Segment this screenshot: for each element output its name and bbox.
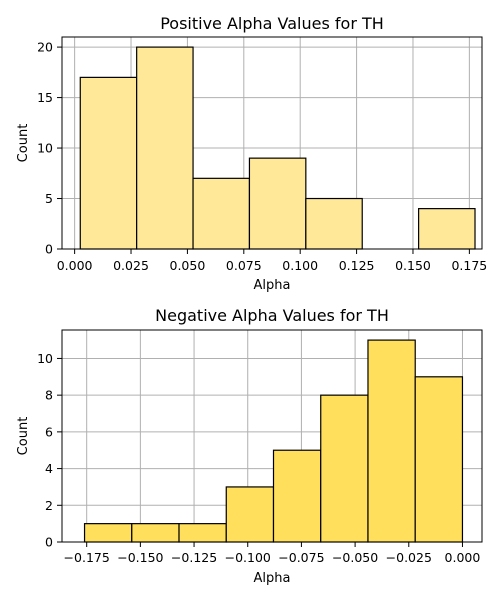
- x-tick-label: 0.175: [451, 258, 487, 273]
- x-tick-label: 0.000: [445, 550, 481, 565]
- y-tick-label: 2: [45, 498, 53, 513]
- histogram-bar: [131, 523, 180, 543]
- y-tick-label: 8: [45, 388, 53, 403]
- histogram-bar: [79, 76, 138, 250]
- histogram-bar: [320, 394, 369, 543]
- chart-title: Positive Alpha Values for TH: [160, 14, 384, 33]
- histogram-bar: [178, 523, 227, 543]
- x-tick-label: −0.075: [278, 550, 324, 565]
- histogram-bar: [83, 523, 133, 543]
- x-tick-label: −0.150: [117, 550, 163, 565]
- x-axis-label: Alpha: [254, 571, 291, 586]
- y-tick-label: 10: [37, 141, 53, 156]
- negative-alpha-chart: −0.175 −0.150 −0.125 −0.100 −0.075 −0.050 −0.0…: [16, 306, 483, 586]
- x-tick-label: −0.175: [64, 550, 110, 565]
- histogram-bar: [225, 486, 275, 543]
- histogram-bar: [272, 449, 322, 543]
- y-tick-label: 15: [37, 90, 53, 105]
- x-tick-label: −0.125: [171, 550, 217, 565]
- x-tick-label: −0.025: [386, 550, 432, 565]
- y-tick-label: 5: [45, 191, 53, 206]
- positive-alpha-chart: 0.000 0.025 0.050 0.075 0.100 0.125 0.150 0.175…: [16, 14, 487, 293]
- histogram-bar: [367, 339, 416, 543]
- histogram-bar: [136, 46, 194, 250]
- x-tick-label: 0.125: [339, 258, 375, 273]
- histogram-bar: [192, 177, 251, 250]
- x-tick-label: 0.000: [57, 258, 93, 273]
- y-tick-label: 6: [45, 424, 53, 439]
- y-tick-label: 10: [37, 351, 53, 366]
- plot-frame: [61, 36, 483, 250]
- histogram-bar: [248, 157, 307, 250]
- x-tick-label: 0.025: [113, 258, 149, 273]
- x-tick-label: 0.150: [395, 258, 431, 273]
- x-tick-label: −0.050: [332, 550, 378, 565]
- y-tick-label: 0: [45, 535, 53, 550]
- x-tick-label: 0.075: [226, 258, 262, 273]
- y-axis-label: Count: [16, 417, 31, 456]
- histogram-bar: [414, 376, 464, 543]
- histogram-bar: [305, 197, 363, 250]
- y-tick-label: 4: [45, 461, 53, 476]
- plot-frame: [61, 329, 483, 543]
- y-axis-label: Count: [16, 124, 31, 163]
- chart-title: Negative Alpha Values for TH: [155, 306, 389, 325]
- x-tick-label: 0.050: [170, 258, 206, 273]
- y-tick-label: 0: [45, 242, 53, 257]
- x-tick-label: −0.100: [225, 550, 271, 565]
- x-axis-label: Alpha: [254, 278, 291, 293]
- x-tick-label: 0.100: [282, 258, 318, 273]
- histogram-bar: [418, 208, 476, 250]
- y-tick-label: 20: [37, 40, 53, 55]
